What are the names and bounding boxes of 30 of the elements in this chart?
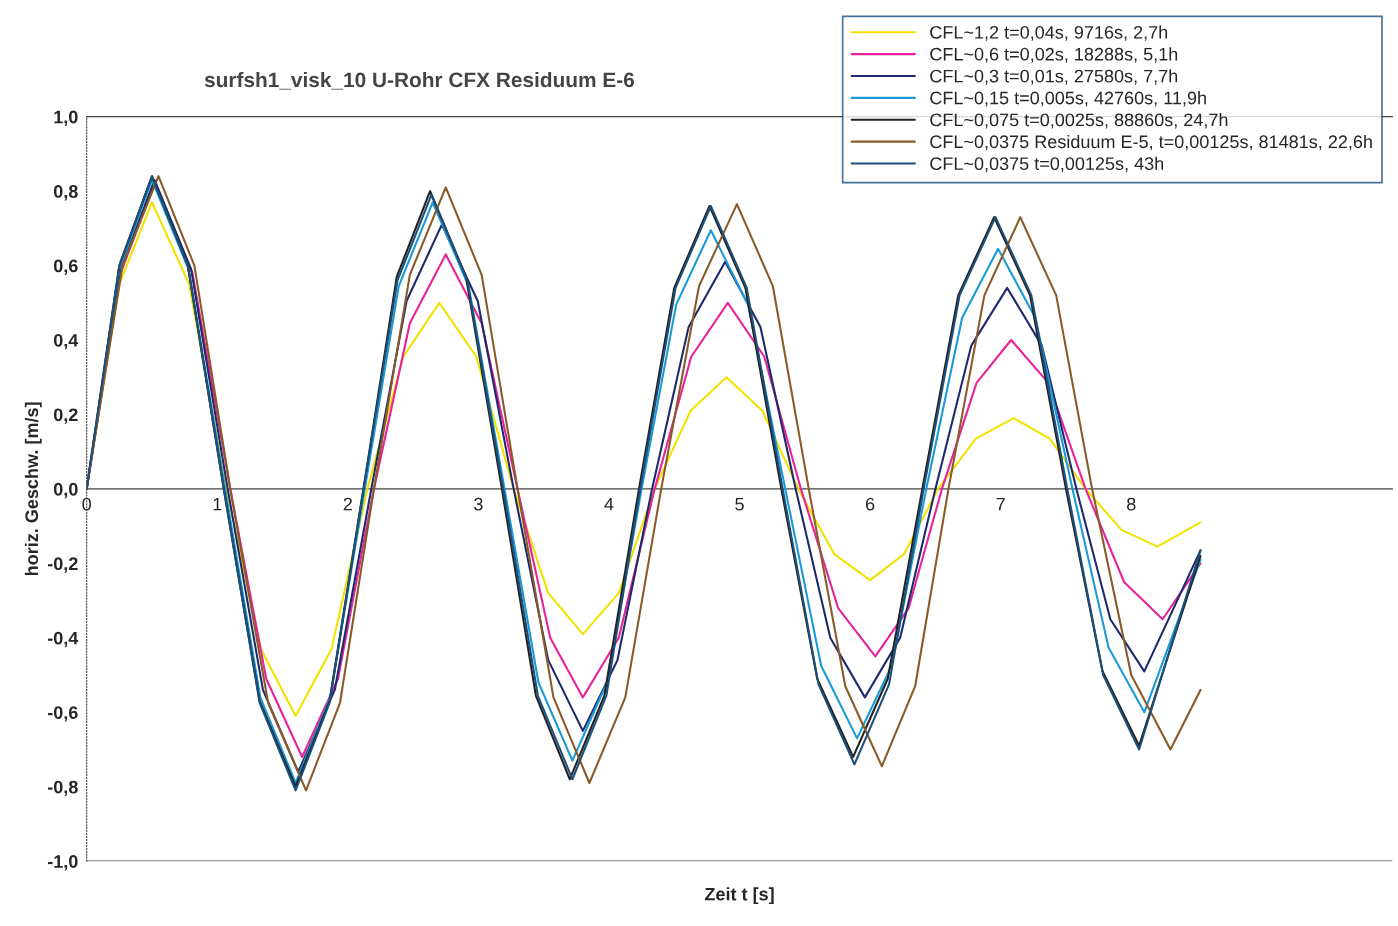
y-tick-label: -0,2 xyxy=(47,557,78,573)
y-tick-label: 0,0 xyxy=(53,482,78,499)
x-tick-label: 0 xyxy=(82,497,91,511)
x-tick-label: 3 xyxy=(474,497,483,511)
x-tick-label: 5 xyxy=(735,497,744,511)
y-tick-label: 1,0 xyxy=(54,110,78,127)
y-axis-title: horiz. Geschw. [m/s] xyxy=(24,402,42,576)
x-tick-label: 4 xyxy=(604,497,614,511)
x-tick-label: 7 xyxy=(996,497,1005,511)
y-tick-label: 0,8 xyxy=(53,185,78,201)
y-tick-label: 0,4 xyxy=(53,333,79,350)
chart-title: surfsh1_visk_10 U-Rohr CFX Residuum E-6 xyxy=(204,71,634,90)
x-tick-label: 2 xyxy=(343,497,352,511)
y-tick-label: 0,6 xyxy=(53,259,78,275)
x-tick-label: 6 xyxy=(866,497,875,511)
y-tick-label: 0,2 xyxy=(53,408,78,424)
legend-label: CFL~0,075 t=0,0025s, 88860s, 24,7h xyxy=(930,113,1228,129)
legend-label: CFL~0,3 t=0,01s, 27580s, 7,7h xyxy=(930,69,1178,85)
y-tick-label: -0,8 xyxy=(47,780,78,797)
legend-label: CFL~0,15 t=0,005s, 42760s, 11,9h xyxy=(930,91,1206,107)
y-tick-label: -0,4 xyxy=(47,631,79,648)
x-tick-label: 1 xyxy=(213,497,222,511)
x-tick-label: 8 xyxy=(1127,497,1136,511)
legend-label: CFL~0,0375 t=0,00125s, 43h xyxy=(930,156,1164,173)
legend-label: CFL~0,6 t=0,02s, 18288s, 5,1h xyxy=(930,47,1178,63)
legend-label: CFL~0,0375 Residuum E-5, t=0,00125s, 81481s, 22,6h xyxy=(930,134,1372,151)
legend-label: CFL~1,2 t=0,04s, 9716s, 2,7h xyxy=(930,25,1168,41)
y-tick-label: -0,6 xyxy=(47,706,78,722)
x-axis-title: Zeit t [s] xyxy=(704,887,774,905)
y-tick-label: -1,0 xyxy=(47,855,78,871)
